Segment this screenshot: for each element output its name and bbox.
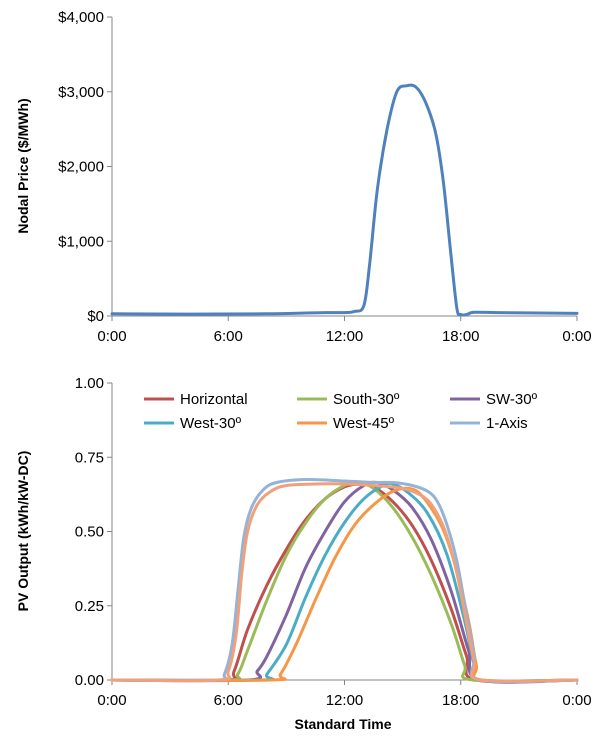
legend-label: South-30º	[333, 391, 400, 408]
series-line-west-30-	[110, 481, 579, 683]
y-tick-label: $4,000	[58, 9, 104, 26]
x-tick-label: 0:00	[562, 328, 591, 345]
series-line-unlabeled-6	[110, 482, 579, 683]
x-tick-label: 0:00	[97, 328, 126, 345]
x-tick-label: 12:00	[326, 692, 364, 709]
y-tick-label: $2,000	[58, 159, 104, 176]
legend-label: SW-30º	[486, 391, 538, 408]
series-line-south-30-	[110, 480, 579, 683]
x-tick-label: 6:00	[214, 692, 243, 709]
x-tick-label: 18:00	[442, 692, 480, 709]
y-tick-label: 0.00	[75, 672, 104, 689]
pv-output-chart: PV Output (kWh/kW-DC) Standard Time 0.00…	[15, 375, 592, 732]
x-tick-label: 18:00	[442, 328, 480, 345]
y-tick-label: 0.50	[75, 524, 104, 541]
x-tick-label: 0:00	[97, 692, 126, 709]
x-tick-label: 0:00	[562, 692, 591, 709]
y-tick-label: $0	[87, 308, 104, 325]
legend-label: Horizontal	[180, 391, 248, 408]
x-tick-label: 6:00	[214, 328, 243, 345]
legend-label: 1-Axis	[486, 415, 528, 432]
chart1-ylabel: Nodal Price ($/MWh)	[15, 98, 31, 233]
nodal-price-chart: Nodal Price ($/MWh) $0 $1,000 $2,000 $3,000…	[15, 9, 592, 345]
y-tick-label: $1,000	[58, 233, 104, 250]
y-tick-label: 1.00	[75, 375, 104, 392]
y-tick-label: $3,000	[58, 84, 104, 101]
series-line-unlabeled-0	[110, 83, 579, 317]
chart2-ylabel: PV Output (kWh/kW-DC)	[15, 451, 31, 612]
series-line-1-axis	[110, 477, 579, 684]
y-tick-label: 0.75	[75, 449, 104, 466]
legend-label: West-45º	[333, 415, 395, 432]
x-tick-label: 12:00	[326, 328, 364, 345]
chart2-xlabel: Standard Time	[295, 716, 392, 732]
series-line-west-45-	[110, 486, 579, 683]
series-line-horizontal	[110, 482, 579, 684]
series-line-sw-30-	[110, 480, 579, 684]
legend-label: West-30º	[180, 415, 242, 432]
y-tick-label: 0.25	[75, 598, 104, 615]
